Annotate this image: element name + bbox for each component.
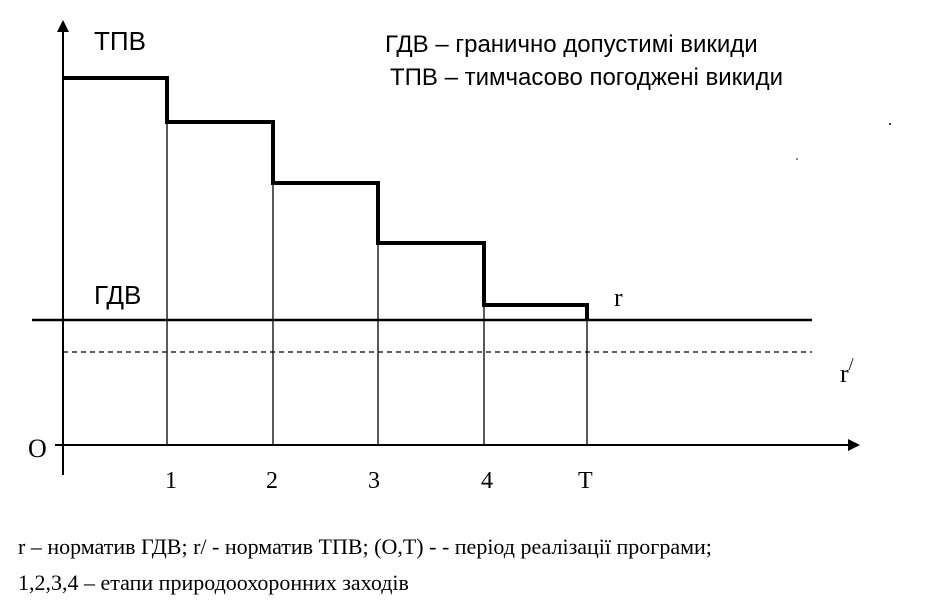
caption-line-1: r – норматив ГДВ; r/ - норматив ТПВ; (O,…	[18, 534, 712, 559]
x-tick-3: 3	[368, 468, 380, 494]
r-prime-label: r/	[840, 354, 854, 388]
gdv-label: ГДВ	[94, 280, 141, 310]
x-tick-4: 4	[481, 468, 493, 494]
x-tick-t: T	[578, 468, 593, 494]
legend-line-1: ГДВ – гранично допустимі викиди	[385, 31, 758, 58]
scan-speck	[889, 123, 891, 125]
origin-label: O	[28, 434, 47, 463]
legend-line-2: ТПВ – тимчасово погоджені викиди	[390, 64, 783, 91]
caption-line-2: 1,2,3,4 – етапи природоохоронних заходів	[18, 570, 409, 595]
scan-speck	[796, 158, 798, 160]
x-tick-2: 2	[266, 468, 278, 494]
tpv-step-line	[63, 76, 589, 320]
r-label: r	[614, 283, 623, 312]
x-tick-1: 1	[165, 468, 177, 494]
y-axis-label: ТПВ	[94, 26, 146, 56]
